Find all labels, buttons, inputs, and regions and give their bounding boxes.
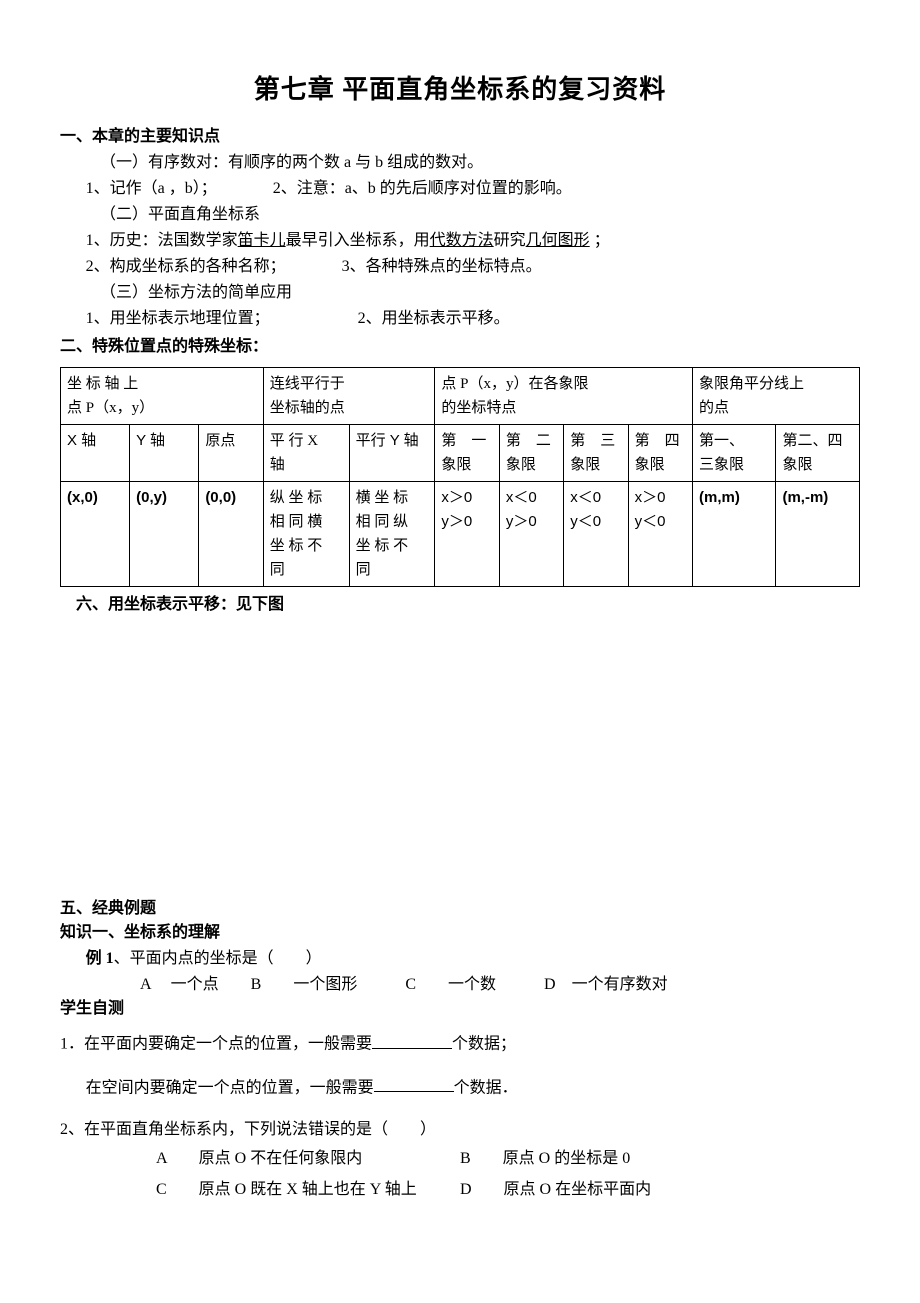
cell-mnm: (m,-m) bbox=[776, 482, 860, 587]
example-1: 例 1、平面内点的坐标是（ ） bbox=[60, 947, 860, 971]
cell-0y: (0,y) bbox=[130, 482, 199, 587]
sec1-p2a: 1、记作（a ，b）； bbox=[86, 180, 217, 197]
table-row-2: X 轴 Y 轴 原点 平 行 X轴 平行 Y 轴 第 一象限 第 二象限 第 三… bbox=[61, 425, 860, 482]
question-1a: 1．在平面内要确定一个点的位置，一般需要 个数据； bbox=[60, 1031, 860, 1057]
sec1-p2: 1、记作（a ，b）； 2、注意：a、b 的先后顺序对位置的影响。 bbox=[60, 177, 860, 201]
sec1-p4: 1、历史：法国数学家笛卡儿最早引入坐标系，用代数方法研究几何图形 ； bbox=[60, 229, 860, 253]
q1a-tail: 个数据； bbox=[452, 1036, 516, 1053]
cell-origin: 原点 bbox=[199, 425, 263, 482]
sec1-p3: （二）平面直角坐标系 bbox=[60, 203, 860, 227]
cell-yaxis: Y 轴 bbox=[130, 425, 199, 482]
cell-q1: 第 一象限 bbox=[435, 425, 499, 482]
sec1-p4-end: ； bbox=[590, 232, 610, 249]
sec1-p7: 1、用坐标表示地理位置； 2、用坐标表示平移。 bbox=[60, 307, 860, 331]
hdr-bisector: 象限角平分线上的点 bbox=[692, 368, 859, 425]
cell-00: (0,0) bbox=[199, 482, 263, 587]
section-1-heading: 一、本章的主要知识点 bbox=[60, 125, 860, 149]
sec1-p4-u1: 笛卡儿 bbox=[238, 232, 286, 249]
cell-parx: 平 行 X轴 bbox=[263, 425, 349, 482]
hdr-parallel: 连线平行于坐标轴的点 bbox=[263, 368, 435, 425]
sec1-p2b: 2、注意：a、b 的先后顺序对位置的影响。 bbox=[273, 180, 572, 197]
page-title: 第七章 平面直角坐标系的复习资料 bbox=[60, 70, 860, 109]
q2-opt-b: B 原点 O 的坐标是 0 bbox=[460, 1150, 630, 1167]
sec1-p6: （三）坐标方法的简单应用 bbox=[60, 281, 860, 305]
self-test-heading: 学生自测 bbox=[60, 997, 860, 1021]
sec1-p4-u2: 代数方法 bbox=[430, 232, 494, 249]
cell-parx-desc: 纵 坐 标相 同 横坐 标 不同 bbox=[263, 482, 349, 587]
cell-x0: (x,0) bbox=[61, 482, 130, 587]
table-header-row: 坐 标 轴 上点 P（x，y） 连线平行于坐标轴的点 点 P（x，y）在各象限的… bbox=[61, 368, 860, 425]
cell-q3: 第 三象限 bbox=[564, 425, 628, 482]
q2-opt-c: C 原点 O 既在 X 轴上也在 Y 轴上 bbox=[156, 1175, 456, 1205]
q2-options: A 原点 O 不在任何象限内 B 原点 O 的坐标是 0 C 原点 O 既在 X… bbox=[60, 1144, 860, 1205]
question-1b: 在空间内要确定一个点的位置，一般需要 个数据． bbox=[60, 1075, 860, 1101]
knowledge-1: 知识一、坐标系的理解 bbox=[60, 921, 860, 945]
cell-b13: 第一、三象限 bbox=[692, 425, 775, 482]
cell-q4v: x＞0y＜0 bbox=[628, 482, 692, 587]
blank-1[interactable] bbox=[372, 1031, 452, 1049]
sec1-p7a: 1、用坐标表示地理位置； bbox=[86, 310, 270, 327]
hdr-axis: 坐 标 轴 上点 P（x，y） bbox=[61, 368, 264, 425]
cell-xaxis: X 轴 bbox=[61, 425, 130, 482]
sec1-p4-mid2: 研究 bbox=[494, 232, 526, 249]
cell-b24: 第二、四象限 bbox=[776, 425, 860, 482]
q2-row1: A 原点 O 不在任何象限内 B 原点 O 的坐标是 0 bbox=[156, 1144, 860, 1174]
cell-pary: 平行 Y 轴 bbox=[349, 425, 435, 482]
q2-opt-d: D 原点 O 在坐标平面内 bbox=[460, 1181, 651, 1198]
q1b-text: 在空间内要确定一个点的位置，一般需要 bbox=[86, 1079, 374, 1096]
sec1-p5b: 3、各种特殊点的坐标特点。 bbox=[342, 258, 542, 275]
ex1-label: 例 1 bbox=[86, 950, 114, 967]
cell-q2v: x＜0y＞0 bbox=[499, 482, 563, 587]
cell-q3v: x＜0y＜0 bbox=[564, 482, 628, 587]
blank-2[interactable] bbox=[374, 1075, 454, 1093]
sec1-p7b: 2、用坐标表示平移。 bbox=[358, 310, 510, 327]
section-6: 六、用坐标表示平移：见下图 bbox=[60, 593, 860, 617]
table-row-3: (x,0) (0,y) (0,0) 纵 坐 标相 同 横坐 标 不同 横 坐 标… bbox=[61, 482, 860, 587]
cell-q2: 第 二象限 bbox=[499, 425, 563, 482]
hdr-quadrant: 点 P（x，y）在各象限的坐标特点 bbox=[435, 368, 693, 425]
sec1-p4-u3: 几何图形 bbox=[526, 232, 590, 249]
cell-q1v: x＞0y＞0 bbox=[435, 482, 499, 587]
sec1-p5a: 2、构成坐标系的各种名称； bbox=[86, 258, 286, 275]
q2-opt-a: A 原点 O 不在任何象限内 bbox=[156, 1144, 456, 1174]
ex1-text: 、平面内点的坐标是（ ） bbox=[114, 950, 322, 967]
section-5-heading: 五、经典例题 bbox=[60, 897, 860, 921]
cell-mm: (m,m) bbox=[692, 482, 775, 587]
section-2-heading: 二、特殊位置点的特殊坐标： bbox=[60, 335, 860, 359]
q1a-text: 1．在平面内要确定一个点的位置，一般需要 bbox=[60, 1036, 372, 1053]
coord-table: 坐 标 轴 上点 P（x，y） 连线平行于坐标轴的点 点 P（x，y）在各象限的… bbox=[60, 367, 860, 587]
q2-row2: C 原点 O 既在 X 轴上也在 Y 轴上 D 原点 O 在坐标平面内 bbox=[156, 1175, 860, 1205]
question-2: 2、在平面直角坐标系内，下列说法错误的是（ ） bbox=[60, 1118, 860, 1142]
cell-q4: 第 四象限 bbox=[628, 425, 692, 482]
sec1-p4-mid: 最早引入坐标系，用 bbox=[286, 232, 430, 249]
q1b-tail: 个数据． bbox=[454, 1079, 518, 1096]
sec1-p4-pre: 1、历史：法国数学家 bbox=[86, 232, 238, 249]
sec1-p1: （一）有序数对：有顺序的两个数 a 与 b 组成的数对。 bbox=[60, 151, 860, 175]
sec1-p5: 2、构成坐标系的各种名称； 3、各种特殊点的坐标特点。 bbox=[60, 255, 860, 279]
cell-pary-desc: 横 坐 标相 同 纵坐 标 不同 bbox=[349, 482, 435, 587]
ex1-options: A 一个点 B 一个图形 C 一个数 D 一个有序数对 bbox=[60, 973, 860, 997]
